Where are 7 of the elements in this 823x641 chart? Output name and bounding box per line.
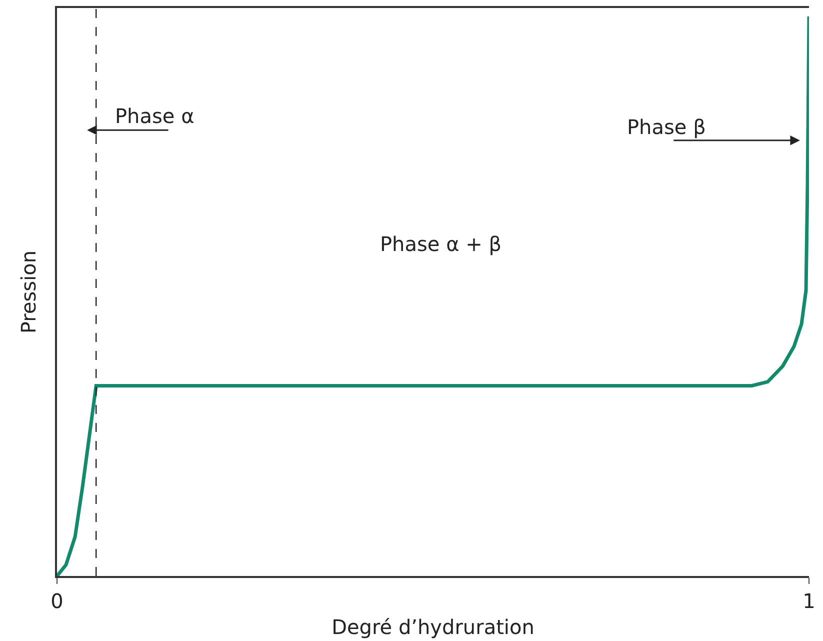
x-axis-title: Degré d’hydruration: [332, 614, 534, 639]
annotation: Phase α + β: [380, 232, 502, 256]
y-axis-title: Pression: [16, 250, 40, 334]
annotation: Phase β: [627, 115, 706, 139]
x-tick-label: 0: [50, 588, 64, 613]
annotation: Phase α: [115, 104, 194, 128]
x-tick-label: 1: [802, 588, 816, 613]
